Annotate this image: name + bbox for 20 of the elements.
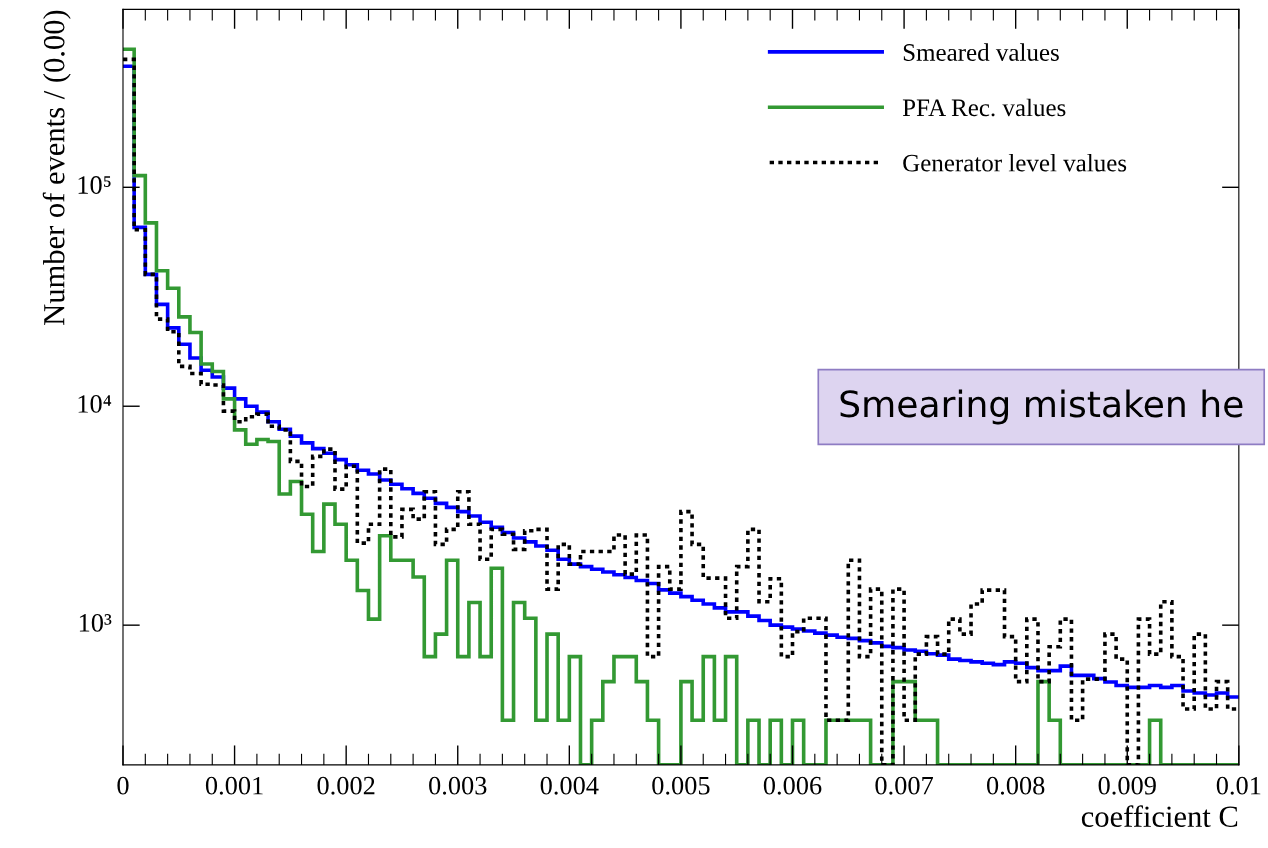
y-tick-label: 10⁵: [78, 176, 111, 194]
legend-label: Smeared values: [903, 43, 1059, 61]
annotation: Smearing mistaken he: [840, 389, 1243, 425]
x-tick-label: 0.003: [429, 776, 487, 795]
x-tick-label: 0.005: [652, 776, 710, 795]
x-tick-label: 0.008: [986, 776, 1045, 795]
x-tick-label: 0: [117, 776, 129, 795]
x-tick-label: 0.004: [540, 776, 599, 795]
x-tick-label: 0.009: [1098, 776, 1156, 795]
x-tick-label: 0.001: [205, 776, 263, 795]
legend-label: Generator level values: [903, 153, 1127, 172]
x-tick-label: 0.007: [875, 776, 934, 795]
x-tick-label: 0.006: [763, 776, 822, 795]
y-tick-label: 10³: [79, 613, 112, 632]
x-tick-label: 0.002: [317, 776, 375, 795]
y-axis-title: Number of events / (0.00): [42, 10, 71, 325]
y-tick-label: 10⁴: [78, 395, 112, 413]
legend-label: PFA Rec. values: [902, 98, 1066, 117]
x-axis-title: coefficient C: [1081, 805, 1238, 827]
x-tick-label: 0.01: [1216, 776, 1261, 795]
